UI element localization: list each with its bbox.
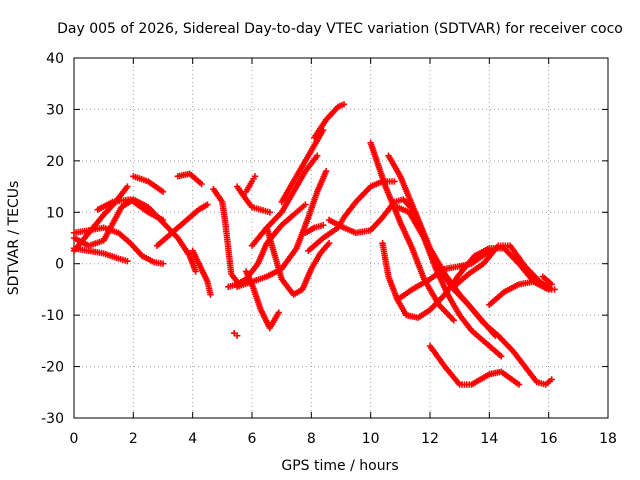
data-point xyxy=(159,216,167,224)
data-series xyxy=(70,101,558,388)
data-point xyxy=(320,221,327,229)
series-arc-27 xyxy=(394,203,555,388)
series-arc-5 xyxy=(94,196,167,224)
x-tick-label: 0 xyxy=(70,431,79,447)
data-point xyxy=(498,353,505,360)
y-tick-label: 20 xyxy=(46,154,64,170)
x-tick-label: 8 xyxy=(307,431,316,447)
series-arc-2 xyxy=(70,245,131,265)
x-tick-label: 10 xyxy=(362,431,380,447)
x-tick-label: 14 xyxy=(480,431,498,447)
series-arc-15 xyxy=(242,173,259,195)
x-tick-label: 12 xyxy=(421,431,439,447)
x-tick-label: 6 xyxy=(248,431,257,447)
data-point xyxy=(548,281,555,288)
plot-frame xyxy=(73,57,609,419)
data-point xyxy=(266,209,273,216)
data-point xyxy=(340,101,348,108)
data-point xyxy=(450,317,457,324)
series-arc-20 xyxy=(302,221,327,237)
y-axis-label: SDTVAR / TECUs xyxy=(6,181,22,296)
series-arc-8 xyxy=(174,170,205,188)
series-arc-28 xyxy=(394,247,493,303)
data-point xyxy=(391,178,398,185)
x-tick-label: 18 xyxy=(599,431,617,447)
series-arc-32 xyxy=(539,273,555,288)
x-tick-label: 16 xyxy=(540,431,558,447)
series-arc-6 xyxy=(130,173,167,195)
x-tick-label: 4 xyxy=(188,431,197,447)
series-arc-30 xyxy=(450,242,555,293)
data-point xyxy=(124,183,131,190)
data-point xyxy=(124,257,131,265)
data-point xyxy=(275,309,282,316)
data-point xyxy=(207,291,214,298)
data-point xyxy=(548,376,555,383)
data-point xyxy=(322,167,330,175)
data-point xyxy=(159,260,167,267)
data-point xyxy=(233,332,241,339)
axes xyxy=(73,57,609,419)
series-arc-18 xyxy=(263,224,333,298)
data-point xyxy=(551,286,558,293)
series-arc-14 xyxy=(242,268,282,332)
series-arc-22 xyxy=(311,101,348,141)
series-arc-9 xyxy=(189,247,214,298)
series-arc-12 xyxy=(231,329,241,339)
series-arc-29 xyxy=(426,342,523,388)
chart-title: Day 005 of 2026, Sidereal Day-to-day VTE… xyxy=(57,21,623,37)
y-tick-labels: -30 -20 -10 0 10 20 30 40 xyxy=(41,51,64,427)
y-tick-label: 30 xyxy=(46,102,64,118)
x-axis-label: GPS time / hours xyxy=(281,458,398,474)
y-tick-label: 40 xyxy=(46,51,64,67)
y-tick-label: 10 xyxy=(46,205,64,221)
data-point xyxy=(192,268,199,275)
series-arc-13 xyxy=(233,183,273,216)
series-arc-31 xyxy=(486,278,558,309)
data-point xyxy=(325,239,333,247)
data-point xyxy=(314,152,321,159)
y-tick-label: -10 xyxy=(41,308,64,324)
series-arc-10 xyxy=(210,185,241,285)
y-tick-label: -30 xyxy=(41,411,64,427)
series-arc-4 xyxy=(70,196,199,275)
x-tick-labels: 0 2 4 6 8 10 12 14 16 18 xyxy=(70,431,617,447)
data-point xyxy=(302,201,309,208)
grid xyxy=(74,58,608,418)
data-point xyxy=(251,173,259,180)
series-arc-7 xyxy=(153,201,211,249)
data-point xyxy=(198,180,205,188)
y-tick-label: 0 xyxy=(55,257,64,273)
data-point xyxy=(204,201,211,208)
data-point xyxy=(159,188,167,195)
y-tick-label: -20 xyxy=(41,360,64,376)
x-tick-label: 2 xyxy=(129,431,138,447)
data-point xyxy=(515,381,523,388)
